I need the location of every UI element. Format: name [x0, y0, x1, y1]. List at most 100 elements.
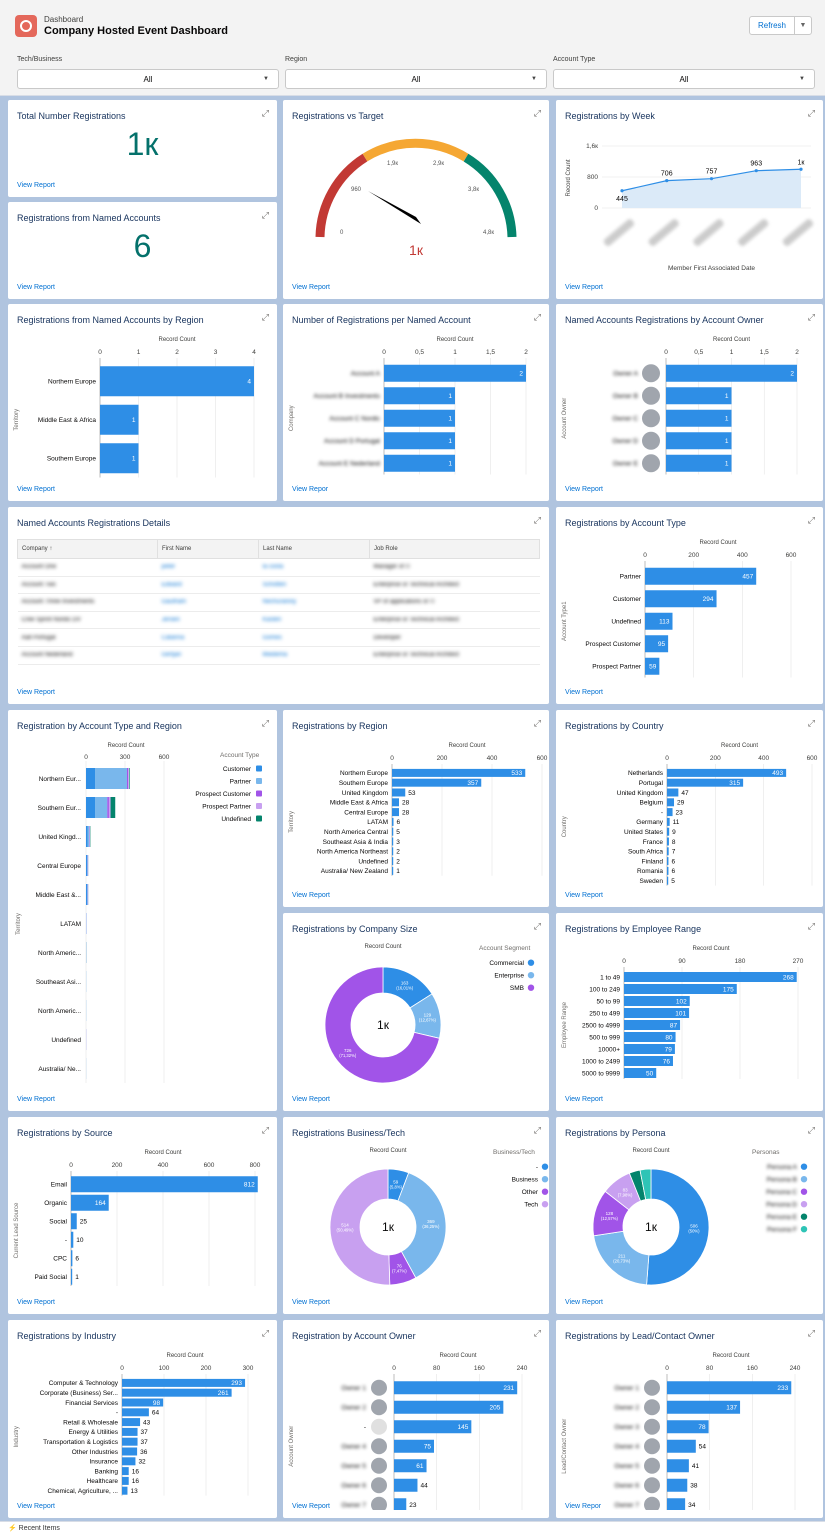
expand-icon[interactable]: ⤢: [533, 108, 541, 118]
column-header-job-role[interactable]: Job Role: [369, 539, 540, 559]
expand-icon[interactable]: ⤢: [261, 210, 269, 220]
table-cell[interactable]: Gertjan: [157, 646, 259, 665]
bar-value-label: 1: [448, 438, 452, 445]
expand-icon[interactable]: ⤢: [807, 921, 815, 931]
expand-icon[interactable]: ⤢: [807, 312, 815, 322]
expand-icon[interactable]: ⤢: [261, 312, 269, 322]
view-report-link[interactable]: View Report: [565, 284, 604, 291]
table-row[interactable]: Account Two Edward Schotten Enterprise or T…: [17, 576, 540, 595]
expand-icon[interactable]: ⤢: [533, 921, 541, 931]
expand-icon[interactable]: ⤢: [533, 515, 541, 525]
expand-icon[interactable]: ⤢: [261, 1328, 269, 1338]
table-cell[interactable]: Gomes: [258, 628, 370, 647]
dashboard-header: Dashboard Company Hosted Event Dashboard…: [0, 0, 825, 96]
slice-label: (16,01%): [396, 986, 414, 991]
filter-label-region: Region: [285, 56, 308, 63]
category-label: North Americ...: [38, 1008, 81, 1015]
filter-select-region[interactable]: All ▼: [285, 69, 547, 89]
column-header-first-name[interactable]: First Name: [157, 539, 259, 559]
expand-icon[interactable]: ⤢: [533, 1328, 541, 1338]
expand-icon[interactable]: ⤢: [533, 718, 541, 728]
table-cell[interactable]: Edward: [157, 576, 259, 595]
table-cell: Cree Sprint Nordic DV: [17, 611, 158, 630]
expand-icon[interactable]: ⤢: [807, 515, 815, 525]
column-header-company[interactable]: Company ↑: [17, 539, 158, 559]
table-row[interactable]: Aall Portugal Catarina Gomes Developer: [17, 628, 540, 647]
table-cell[interactable]: Gautham: [157, 593, 259, 612]
table-cell[interactable]: Kasten: [258, 611, 370, 630]
table-row[interactable]: Account Nederland Gertjan Miedema Enterpris…: [17, 646, 540, 665]
tick-label: 0,5: [415, 349, 424, 356]
slice-label: (12,67%): [419, 1018, 437, 1023]
table-cell[interactable]: peter: [157, 558, 259, 577]
category-label: 10000+: [598, 1046, 620, 1053]
axis-title: Record Count: [364, 944, 401, 950]
expand-icon[interactable]: ⤢: [807, 1125, 815, 1135]
cell-text: peter: [161, 564, 176, 571]
view-report-link[interactable]: View Report: [292, 1299, 331, 1306]
view-report-link[interactable]: View Report: [292, 892, 331, 899]
view-report-link[interactable]: View Report: [565, 1096, 604, 1103]
table-row[interactable]: Cree Sprint Nordic DV Jeroen Kasten Enterpr…: [17, 611, 540, 630]
table-cell[interactable]: Schotten: [258, 576, 370, 595]
view-report-link[interactable]: View Report: [17, 1096, 56, 1103]
table-row[interactable]: Account Three Investments Gautham Nechuran…: [17, 593, 540, 612]
legend-label: Persona D: [766, 1202, 797, 1209]
bar-value-label: 44: [420, 1483, 428, 1490]
category-label: -: [661, 809, 663, 816]
view-report-link[interactable]: View Repor: [292, 486, 329, 493]
view-report-link[interactable]: View Report: [17, 284, 56, 291]
filter-select-account-type[interactable]: All ▼: [553, 69, 815, 89]
expand-icon[interactable]: ⤢: [807, 718, 815, 728]
expand-icon[interactable]: ⤢: [261, 718, 269, 728]
card-title: Registrations from Named Accounts by Reg…: [17, 315, 204, 325]
filter-select-tech-business[interactable]: All ▼: [17, 69, 279, 89]
column-header-last-name[interactable]: Last Name: [258, 539, 370, 559]
view-report-link[interactable]: View Report: [565, 486, 604, 493]
view-report-link[interactable]: View Repor: [565, 1503, 602, 1510]
expand-icon[interactable]: ⤢: [261, 108, 269, 118]
view-report-link[interactable]: View Report: [17, 689, 56, 696]
view-report-link[interactable]: View Report: [292, 1096, 331, 1103]
bar-value-label: 1: [448, 416, 452, 423]
legend-swatch: [800, 1213, 808, 1220]
breadcrumb[interactable]: Dashboard: [44, 15, 84, 24]
recent-items-bar[interactable]: ⚡ Recent Items: [0, 1521, 825, 1533]
table-row[interactable]: Account One peter la costa Manager of IT: [17, 558, 540, 577]
cell-text: Kasten: [262, 617, 282, 624]
view-report-link[interactable]: View Report: [565, 892, 604, 899]
cell-text: Account One: [21, 564, 57, 571]
view-report-link[interactable]: View Report: [17, 1299, 56, 1306]
table-cell[interactable]: la costa: [258, 558, 370, 577]
card-title: Registration by Account Owner: [292, 1331, 416, 1341]
expand-icon[interactable]: ⤢: [533, 1125, 541, 1135]
refresh-button[interactable]: Refresh ▼: [749, 16, 812, 35]
view-report-link[interactable]: View Report: [565, 1299, 604, 1306]
tick-label: 600: [159, 754, 170, 761]
category-label: Prospect Customer: [585, 641, 641, 648]
bar-segment: [107, 797, 109, 818]
legend-swatch: [800, 1201, 808, 1208]
expand-icon[interactable]: ⤢: [261, 1125, 269, 1135]
view-report-link[interactable]: View Report: [17, 1503, 56, 1510]
chevron-down-icon[interactable]: ▼: [794, 17, 811, 34]
view-report-link[interactable]: View Report: [565, 689, 604, 696]
expand-icon[interactable]: ⤢: [807, 108, 815, 118]
table-cell[interactable]: Catarina: [157, 628, 259, 647]
expand-icon[interactable]: ⤢: [807, 1328, 815, 1338]
category-label: Customer: [613, 596, 642, 603]
table-cell[interactable]: Nechuraniny: [258, 593, 370, 612]
bar: [667, 1439, 696, 1453]
table-cell[interactable]: Jeroen: [157, 611, 259, 630]
expand-icon[interactable]: ⤢: [533, 312, 541, 322]
bar: [624, 1044, 675, 1054]
table-cell[interactable]: Miedema: [258, 646, 370, 665]
slice-label: 76: [397, 1263, 403, 1268]
view-report-link[interactable]: View Report: [17, 486, 56, 493]
bar: [667, 798, 675, 807]
view-report-link[interactable]: View Report: [17, 182, 56, 189]
view-report-link[interactable]: View Report: [292, 1503, 331, 1510]
view-report-link[interactable]: View Report: [292, 284, 331, 291]
bar-value-label: 28: [402, 800, 410, 807]
cell-text: Developer: [373, 634, 401, 641]
